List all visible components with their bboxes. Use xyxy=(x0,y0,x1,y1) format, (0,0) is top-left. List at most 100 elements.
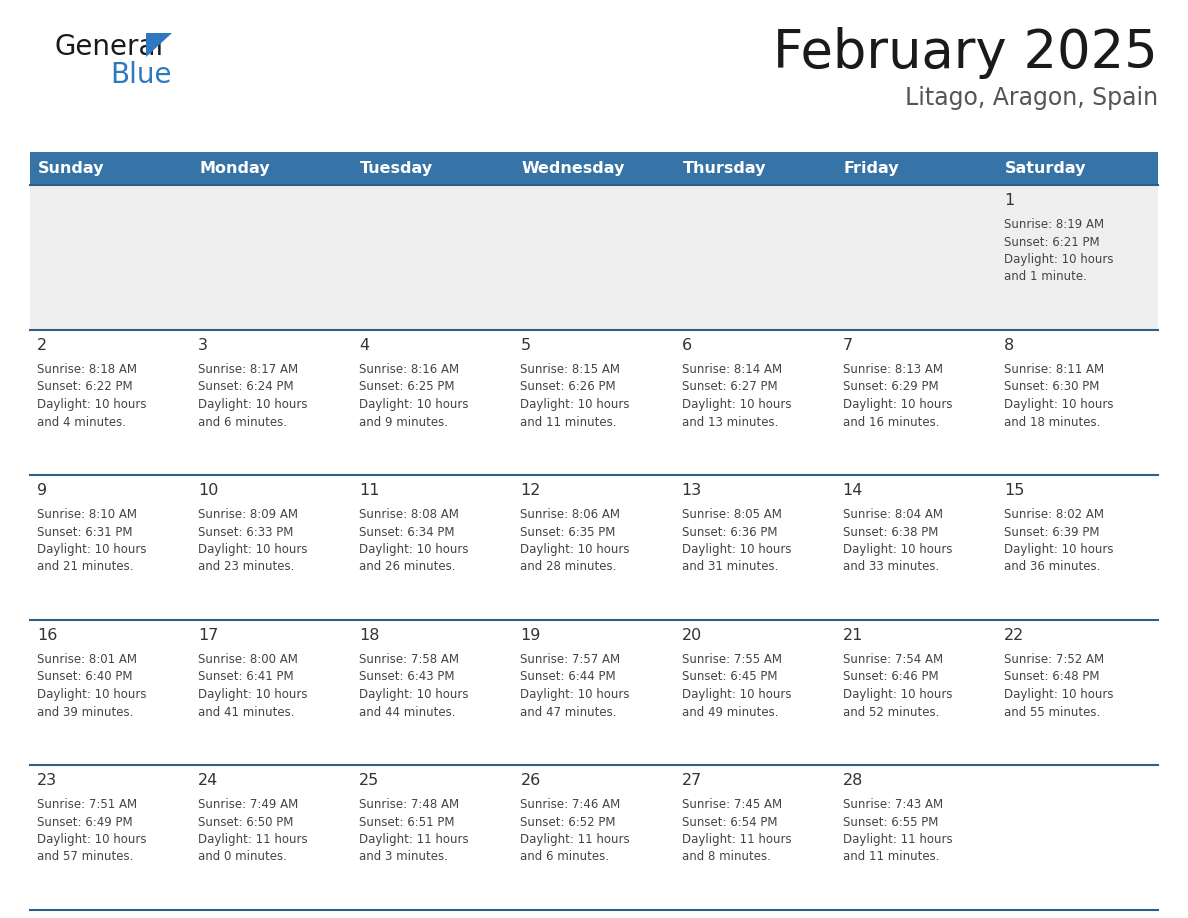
Text: Sunrise: 8:04 AM: Sunrise: 8:04 AM xyxy=(842,508,943,521)
Text: 14: 14 xyxy=(842,483,864,498)
Text: Daylight: 10 hours: Daylight: 10 hours xyxy=(1004,253,1113,266)
Text: 9: 9 xyxy=(37,483,48,498)
Text: Sunrise: 7:54 AM: Sunrise: 7:54 AM xyxy=(842,653,943,666)
Text: Daylight: 10 hours: Daylight: 10 hours xyxy=(359,688,469,701)
Text: 12: 12 xyxy=(520,483,541,498)
Text: Sunrise: 8:08 AM: Sunrise: 8:08 AM xyxy=(359,508,459,521)
Text: 7: 7 xyxy=(842,338,853,353)
Text: Sunset: 6:26 PM: Sunset: 6:26 PM xyxy=(520,380,617,394)
Text: Daylight: 11 hours: Daylight: 11 hours xyxy=(682,833,791,846)
Text: Sunrise: 7:48 AM: Sunrise: 7:48 AM xyxy=(359,798,460,811)
Text: Daylight: 10 hours: Daylight: 10 hours xyxy=(198,398,308,411)
Text: Tuesday: Tuesday xyxy=(360,161,434,176)
Text: and 8 minutes.: and 8 minutes. xyxy=(682,850,771,864)
Bar xyxy=(30,475,1158,620)
Text: Sunset: 6:35 PM: Sunset: 6:35 PM xyxy=(520,525,615,539)
Text: Sunrise: 7:58 AM: Sunrise: 7:58 AM xyxy=(359,653,460,666)
Text: 21: 21 xyxy=(842,628,864,643)
Text: Sunrise: 8:11 AM: Sunrise: 8:11 AM xyxy=(1004,363,1104,376)
Text: 28: 28 xyxy=(842,773,864,788)
Text: Sunday: Sunday xyxy=(38,161,105,176)
Text: Sunset: 6:50 PM: Sunset: 6:50 PM xyxy=(198,815,293,829)
Text: 1: 1 xyxy=(1004,193,1015,208)
Text: Daylight: 10 hours: Daylight: 10 hours xyxy=(37,833,146,846)
Text: Daylight: 10 hours: Daylight: 10 hours xyxy=(842,688,953,701)
Text: General: General xyxy=(55,33,164,61)
Text: Sunset: 6:41 PM: Sunset: 6:41 PM xyxy=(198,670,293,684)
Text: and 3 minutes.: and 3 minutes. xyxy=(359,850,448,864)
Text: and 18 minutes.: and 18 minutes. xyxy=(1004,416,1100,429)
Text: 13: 13 xyxy=(682,483,702,498)
Text: Sunset: 6:52 PM: Sunset: 6:52 PM xyxy=(520,815,615,829)
Text: 27: 27 xyxy=(682,773,702,788)
Text: Sunset: 6:54 PM: Sunset: 6:54 PM xyxy=(682,815,777,829)
Text: Daylight: 10 hours: Daylight: 10 hours xyxy=(359,398,469,411)
Text: 15: 15 xyxy=(1004,483,1024,498)
Text: and 39 minutes.: and 39 minutes. xyxy=(37,706,133,719)
Text: Sunset: 6:55 PM: Sunset: 6:55 PM xyxy=(842,815,939,829)
Polygon shape xyxy=(146,33,172,57)
Text: and 41 minutes.: and 41 minutes. xyxy=(198,706,295,719)
Text: 11: 11 xyxy=(359,483,380,498)
Text: Saturday: Saturday xyxy=(1005,161,1086,176)
Text: and 1 minute.: and 1 minute. xyxy=(1004,271,1087,284)
Text: Blue: Blue xyxy=(110,61,171,89)
Text: Daylight: 10 hours: Daylight: 10 hours xyxy=(520,398,630,411)
Text: Thursday: Thursday xyxy=(683,161,766,176)
Text: Sunrise: 8:18 AM: Sunrise: 8:18 AM xyxy=(37,363,137,376)
Text: Daylight: 10 hours: Daylight: 10 hours xyxy=(520,688,630,701)
Text: Litago, Aragon, Spain: Litago, Aragon, Spain xyxy=(905,86,1158,110)
Text: Sunrise: 8:06 AM: Sunrise: 8:06 AM xyxy=(520,508,620,521)
Text: and 16 minutes.: and 16 minutes. xyxy=(842,416,940,429)
Text: 22: 22 xyxy=(1004,628,1024,643)
Text: and 33 minutes.: and 33 minutes. xyxy=(842,561,939,574)
Text: and 21 minutes.: and 21 minutes. xyxy=(37,561,133,574)
Text: Sunset: 6:51 PM: Sunset: 6:51 PM xyxy=(359,815,455,829)
Text: Daylight: 10 hours: Daylight: 10 hours xyxy=(1004,398,1113,411)
Text: Daylight: 10 hours: Daylight: 10 hours xyxy=(520,543,630,556)
Text: and 55 minutes.: and 55 minutes. xyxy=(1004,706,1100,719)
Text: Sunrise: 8:17 AM: Sunrise: 8:17 AM xyxy=(198,363,298,376)
Text: Sunset: 6:39 PM: Sunset: 6:39 PM xyxy=(1004,525,1099,539)
Text: 10: 10 xyxy=(198,483,219,498)
Text: Wednesday: Wednesday xyxy=(522,161,625,176)
Text: Sunset: 6:44 PM: Sunset: 6:44 PM xyxy=(520,670,617,684)
Text: Sunset: 6:34 PM: Sunset: 6:34 PM xyxy=(359,525,455,539)
Text: Sunrise: 8:02 AM: Sunrise: 8:02 AM xyxy=(1004,508,1104,521)
Text: Sunrise: 8:10 AM: Sunrise: 8:10 AM xyxy=(37,508,137,521)
Text: 2: 2 xyxy=(37,338,48,353)
Text: Sunset: 6:49 PM: Sunset: 6:49 PM xyxy=(37,815,133,829)
Text: 6: 6 xyxy=(682,338,691,353)
Text: and 52 minutes.: and 52 minutes. xyxy=(842,706,939,719)
Text: and 36 minutes.: and 36 minutes. xyxy=(1004,561,1100,574)
Text: and 23 minutes.: and 23 minutes. xyxy=(198,561,295,574)
Text: 3: 3 xyxy=(198,338,208,353)
Bar xyxy=(30,152,1158,185)
Text: and 6 minutes.: and 6 minutes. xyxy=(198,416,287,429)
Text: Sunrise: 8:00 AM: Sunrise: 8:00 AM xyxy=(198,653,298,666)
Text: Sunrise: 8:05 AM: Sunrise: 8:05 AM xyxy=(682,508,782,521)
Text: Sunrise: 7:45 AM: Sunrise: 7:45 AM xyxy=(682,798,782,811)
Text: Daylight: 10 hours: Daylight: 10 hours xyxy=(682,543,791,556)
Text: and 47 minutes.: and 47 minutes. xyxy=(520,706,617,719)
Text: Sunrise: 7:49 AM: Sunrise: 7:49 AM xyxy=(198,798,298,811)
Text: Daylight: 10 hours: Daylight: 10 hours xyxy=(682,398,791,411)
Text: Daylight: 10 hours: Daylight: 10 hours xyxy=(198,688,308,701)
Text: 5: 5 xyxy=(520,338,531,353)
Text: Sunset: 6:22 PM: Sunset: 6:22 PM xyxy=(37,380,133,394)
Text: Friday: Friday xyxy=(843,161,899,176)
Text: Sunset: 6:43 PM: Sunset: 6:43 PM xyxy=(359,670,455,684)
Text: Sunrise: 8:13 AM: Sunrise: 8:13 AM xyxy=(842,363,943,376)
Text: 8: 8 xyxy=(1004,338,1015,353)
Text: Daylight: 11 hours: Daylight: 11 hours xyxy=(520,833,630,846)
Text: Sunset: 6:29 PM: Sunset: 6:29 PM xyxy=(842,380,939,394)
Text: 25: 25 xyxy=(359,773,379,788)
Text: Sunrise: 7:46 AM: Sunrise: 7:46 AM xyxy=(520,798,620,811)
Text: 23: 23 xyxy=(37,773,57,788)
Text: and 49 minutes.: and 49 minutes. xyxy=(682,706,778,719)
Text: and 13 minutes.: and 13 minutes. xyxy=(682,416,778,429)
Text: Daylight: 11 hours: Daylight: 11 hours xyxy=(842,833,953,846)
Text: Sunrise: 8:09 AM: Sunrise: 8:09 AM xyxy=(198,508,298,521)
Text: Sunrise: 7:57 AM: Sunrise: 7:57 AM xyxy=(520,653,620,666)
Text: Sunset: 6:24 PM: Sunset: 6:24 PM xyxy=(198,380,293,394)
